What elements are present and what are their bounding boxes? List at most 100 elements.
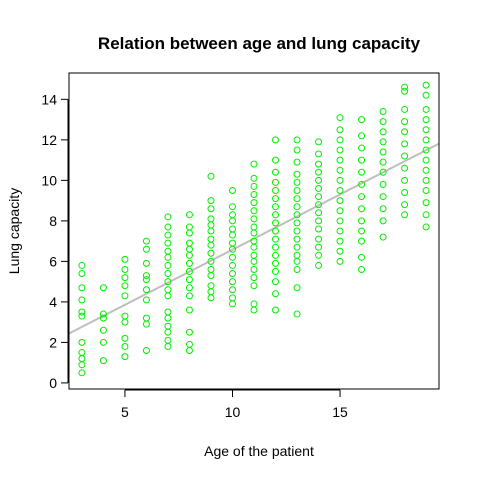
data-point bbox=[164, 336, 172, 344]
data-point bbox=[228, 286, 236, 294]
data-point bbox=[422, 199, 430, 207]
data-point bbox=[422, 81, 430, 89]
data-point bbox=[401, 189, 409, 197]
data-point bbox=[272, 227, 280, 235]
data-point bbox=[250, 191, 258, 199]
data-point bbox=[207, 172, 215, 180]
data-point bbox=[78, 361, 86, 369]
data-point bbox=[379, 158, 387, 166]
data-point bbox=[164, 213, 172, 221]
data-point bbox=[401, 140, 409, 148]
data-point bbox=[293, 265, 301, 273]
y-tick-label: 2 bbox=[49, 334, 57, 350]
data-point bbox=[99, 284, 107, 292]
y-axis-title: Lung capacity bbox=[6, 188, 22, 274]
data-point bbox=[164, 247, 172, 255]
data-point bbox=[315, 243, 323, 251]
y-tick-label: 12 bbox=[41, 132, 57, 148]
data-point bbox=[272, 306, 280, 314]
data-point bbox=[78, 284, 86, 292]
data-point bbox=[185, 223, 193, 231]
data-point bbox=[164, 308, 172, 316]
data-point bbox=[358, 265, 366, 273]
data-point bbox=[293, 257, 301, 265]
data-point bbox=[422, 91, 430, 99]
data-point bbox=[228, 239, 236, 247]
data-point bbox=[250, 237, 258, 245]
data-point bbox=[228, 278, 236, 286]
data-point bbox=[164, 261, 172, 269]
data-point bbox=[336, 176, 344, 184]
data-point bbox=[250, 265, 258, 273]
y-tick-label: 4 bbox=[49, 294, 57, 310]
data-point bbox=[293, 310, 301, 318]
x-tick-label: 5 bbox=[121, 404, 129, 420]
data-point bbox=[336, 136, 344, 144]
data-point bbox=[315, 235, 323, 243]
data-point bbox=[250, 282, 258, 290]
data-point bbox=[422, 166, 430, 174]
data-point bbox=[99, 310, 107, 318]
data-point bbox=[293, 136, 301, 144]
data-point bbox=[272, 219, 280, 227]
data-point bbox=[293, 243, 301, 251]
data-point bbox=[379, 233, 387, 241]
data-point bbox=[207, 272, 215, 280]
data-point bbox=[78, 349, 86, 357]
data-point bbox=[358, 144, 366, 152]
data-point bbox=[164, 270, 172, 278]
data-point bbox=[207, 221, 215, 229]
data-point bbox=[250, 199, 258, 207]
data-point bbox=[272, 290, 280, 298]
y-axis: 0 2 4 6 8 10 12 14 bbox=[41, 91, 69, 391]
data-point bbox=[207, 288, 215, 296]
data-point bbox=[164, 223, 172, 231]
data-point bbox=[185, 259, 193, 267]
data-point bbox=[207, 265, 215, 273]
data-point bbox=[336, 126, 344, 134]
data-point bbox=[315, 150, 323, 158]
data-point bbox=[272, 195, 280, 203]
data-point bbox=[358, 227, 366, 235]
data-point bbox=[336, 156, 344, 164]
data-point bbox=[207, 249, 215, 257]
data-point bbox=[228, 217, 236, 225]
data-point bbox=[78, 261, 86, 269]
data-point bbox=[185, 347, 193, 355]
data-point bbox=[401, 201, 409, 209]
plot-frame bbox=[68, 72, 440, 390]
data-point bbox=[250, 160, 258, 168]
data-point bbox=[228, 186, 236, 194]
data-point bbox=[336, 207, 344, 215]
data-point bbox=[293, 235, 301, 243]
data-point bbox=[185, 251, 193, 259]
data-point bbox=[185, 268, 193, 276]
data-point bbox=[164, 286, 172, 294]
data-point bbox=[379, 118, 387, 126]
data-point bbox=[207, 215, 215, 223]
data-point bbox=[164, 231, 172, 239]
data-point bbox=[422, 156, 430, 164]
data-point bbox=[336, 217, 344, 225]
data-point bbox=[142, 347, 150, 355]
data-point bbox=[142, 245, 150, 253]
data-point bbox=[422, 136, 430, 144]
data-point bbox=[293, 195, 301, 203]
data-point bbox=[401, 118, 409, 126]
data-point bbox=[228, 300, 236, 308]
data-point bbox=[401, 83, 409, 91]
data-point bbox=[185, 276, 193, 284]
data-point bbox=[272, 186, 280, 194]
data-point bbox=[78, 338, 86, 346]
y-tick-label: 10 bbox=[41, 172, 57, 188]
data-point bbox=[250, 215, 258, 223]
data-point bbox=[272, 156, 280, 164]
data-point bbox=[422, 146, 430, 154]
data-point bbox=[272, 235, 280, 243]
data-point bbox=[379, 205, 387, 213]
data-point bbox=[336, 237, 344, 245]
data-point bbox=[121, 255, 129, 263]
data-point bbox=[379, 180, 387, 188]
data-point bbox=[207, 257, 215, 265]
data-point bbox=[401, 128, 409, 136]
